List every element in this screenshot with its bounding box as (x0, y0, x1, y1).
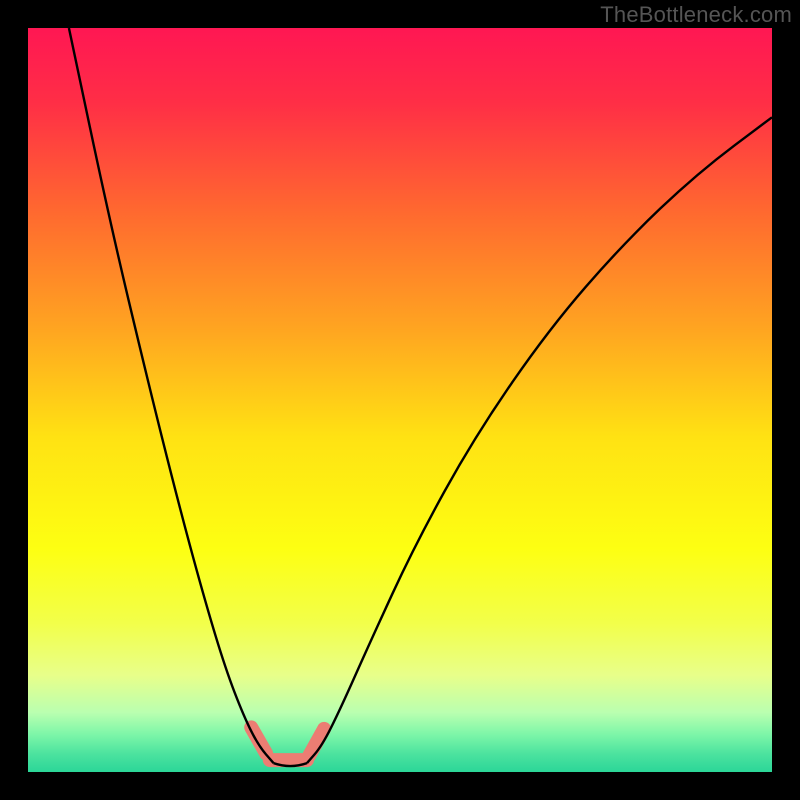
chart-svg (0, 0, 800, 800)
watermark-text: TheBottleneck.com (600, 2, 792, 28)
chart-frame (0, 0, 800, 800)
chart-background (28, 28, 772, 772)
